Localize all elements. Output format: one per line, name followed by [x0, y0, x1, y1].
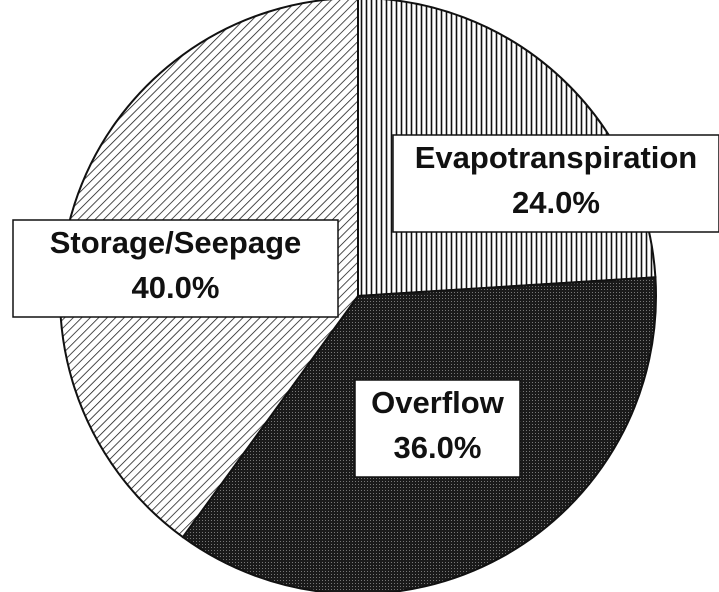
label-box [354, 379, 521, 478]
value-label: 36.0% [394, 430, 482, 465]
value-label: 24.0% [512, 185, 600, 220]
slice-label: Overflow [371, 385, 505, 420]
value-label: 40.0% [132, 270, 220, 305]
slice-label: Storage/Seepage [50, 225, 302, 260]
label-box [392, 134, 719, 233]
slice-label: Evapotranspiration [415, 140, 698, 175]
label-box [12, 219, 339, 318]
labels: Evapotranspiration 24.0% Overflow 36.0% Stor… [12, 134, 719, 478]
